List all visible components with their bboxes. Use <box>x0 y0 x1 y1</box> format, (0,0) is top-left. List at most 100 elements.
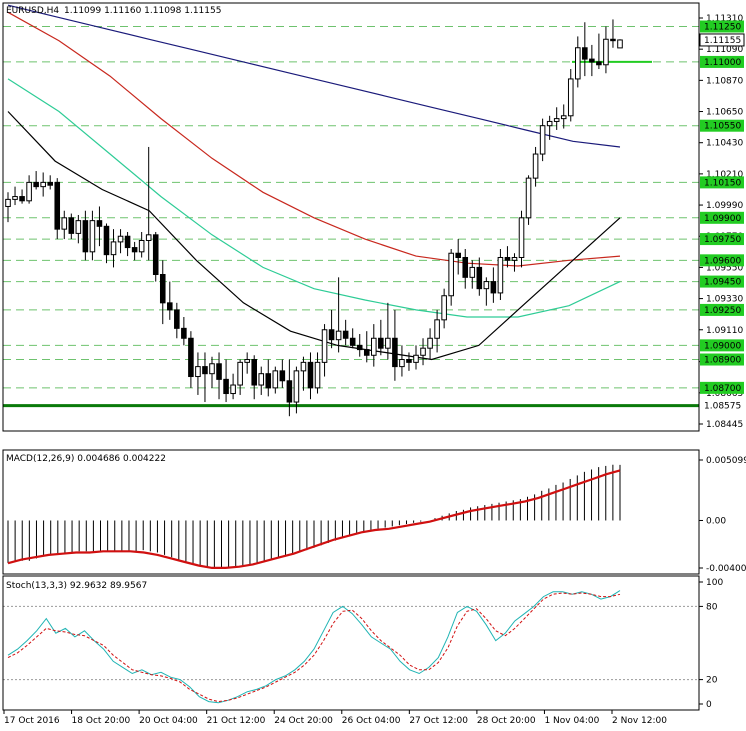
macd-plot <box>7 464 621 570</box>
price-axis-label: 1.09110 <box>706 326 743 336</box>
candle-body <box>181 327 187 339</box>
candle-body <box>272 370 279 389</box>
candle-body <box>96 220 103 227</box>
candle-body <box>117 235 124 243</box>
candle-body <box>328 329 335 341</box>
candle-body <box>216 363 222 380</box>
level-tag-label: 1.09250 <box>704 306 741 316</box>
candle-body <box>342 330 349 339</box>
candle-body <box>575 47 581 80</box>
candle-body <box>582 47 588 60</box>
macd-axis-label: 0.005099 <box>706 456 746 466</box>
candle-body <box>223 378 229 395</box>
price-axis-label: 1.11090 <box>706 45 743 55</box>
candle-body <box>89 220 96 253</box>
price-axis-label: 1.10430 <box>706 139 743 149</box>
candle-body <box>596 61 602 66</box>
price-axis-label: 1.11310 <box>706 14 743 24</box>
moving-average-line <box>7 11 621 267</box>
level-tag-bg <box>700 381 744 394</box>
level-tag-bg <box>700 233 744 246</box>
time-axis-label: 28 Oct 20:00 <box>477 716 536 726</box>
level-tag-bg <box>700 303 744 316</box>
candle-body <box>131 247 138 253</box>
candle-body <box>392 337 398 368</box>
macd-axis: 0.005099 0.00 -0.004007 <box>699 456 746 574</box>
candle-body <box>553 118 560 122</box>
time-axis-label: 21 Oct 12:00 <box>207 716 266 726</box>
candle-body <box>567 78 574 117</box>
time-axis-label: 1 Nov 04:00 <box>544 716 599 726</box>
candle-body <box>68 217 75 234</box>
price-axis-label: 1.09550 <box>706 263 743 273</box>
candle-body <box>441 295 447 321</box>
time-axis-label: 27 Oct 12:00 <box>409 716 468 726</box>
candle-body <box>469 266 476 278</box>
candle-body <box>103 225 110 256</box>
candle-body <box>363 349 370 356</box>
level-tags: 1.11250 1.11000 1.10550 1.10150 1.09900 1.097… <box>700 20 744 412</box>
candle-body <box>356 344 363 351</box>
candle-body <box>589 58 595 63</box>
macd-axis-label: 0.00 <box>706 516 726 526</box>
candle-body <box>490 281 497 294</box>
symbol-title: EURUSD,H4 <box>6 6 59 16</box>
candle-body <box>610 38 616 42</box>
level-tag-label: 1.09000 <box>704 341 741 351</box>
moving-average-line <box>7 78 621 318</box>
candle-body <box>244 359 250 363</box>
candle-body <box>75 220 82 234</box>
candle-body <box>497 256 504 294</box>
price-axis-label: 1.10210 <box>706 170 743 180</box>
candle-body <box>378 337 384 349</box>
candle-body <box>525 177 532 219</box>
candle-body <box>202 366 208 375</box>
macd-title: MACD(12,26,9) 0.004686 0.004222 <box>6 454 166 464</box>
candle-body <box>124 235 131 249</box>
moving-averages <box>7 4 652 361</box>
candle-body <box>413 354 419 363</box>
candle-body <box>399 359 405 368</box>
candle-body <box>110 241 117 256</box>
candle-body <box>195 366 201 378</box>
price-axis-label: 1.10870 <box>706 76 743 86</box>
candle-body <box>152 234 159 275</box>
candle-body <box>40 181 46 188</box>
stoch-title: Stoch(13,3,3) 92.9632 89.9567 <box>6 581 147 591</box>
candle-body <box>511 256 518 261</box>
level-tag-label: 1.09450 <box>704 278 741 288</box>
macd-signal-line <box>7 469 621 570</box>
macd-panel-frame <box>2 449 700 575</box>
level-tag-bg <box>700 339 744 352</box>
candle-body <box>12 196 18 200</box>
candle-body <box>47 181 53 186</box>
candle-body <box>279 370 286 382</box>
horizontal-levels <box>3 26 699 408</box>
candle-body <box>560 115 567 120</box>
level-tag-label: 1.09900 <box>704 214 741 224</box>
candle-body <box>321 329 328 363</box>
candle-body <box>603 38 609 66</box>
candle-body <box>293 370 300 403</box>
stoch-axis-label: 20 <box>706 676 718 686</box>
candle-body <box>159 273 166 304</box>
candle-body <box>145 234 152 241</box>
ohlc-title: 1.11099 1.11160 1.11098 1.11155 <box>64 6 221 16</box>
level-tag-label: 1.11250 <box>704 23 741 33</box>
time-axis-label: 17 Oct 2016 <box>4 716 60 726</box>
level-tag-bg <box>700 55 744 68</box>
stoch-panel-frame <box>2 575 700 711</box>
level-tag-bg <box>700 211 744 224</box>
level-tag-bg <box>700 254 744 267</box>
candle-body <box>82 220 89 253</box>
candles <box>5 19 623 417</box>
current-price-label: 1.11155 <box>704 36 741 46</box>
candle-body <box>251 359 257 386</box>
price-axis-label: 1.10650 <box>706 108 743 118</box>
candle-body <box>335 330 342 341</box>
level-tag-bg <box>700 275 744 288</box>
candle-body <box>174 309 180 329</box>
